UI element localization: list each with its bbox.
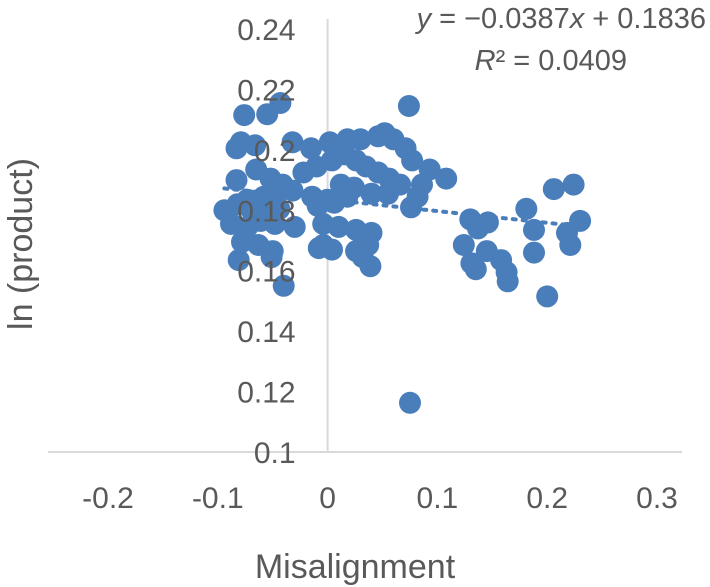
data-point bbox=[476, 211, 499, 234]
tick-labels: 0.10.120.140.160.180.20.220.24-0.2 -0.1 0 0… bbox=[82, 14, 678, 515]
data-point bbox=[452, 234, 475, 256]
data-point bbox=[269, 92, 292, 114]
data-point bbox=[349, 128, 372, 151]
data-point bbox=[336, 185, 359, 208]
equation-x-var: x bbox=[568, 3, 586, 35]
trendline-equation: y = −0.0387x + 0.1836 bbox=[415, 3, 706, 35]
data-point bbox=[400, 196, 422, 219]
y-tick-label: 0.18 bbox=[237, 195, 295, 228]
data-point bbox=[281, 131, 304, 154]
data-point bbox=[327, 215, 350, 238]
y-tick-label: 0.12 bbox=[237, 377, 295, 410]
data-point bbox=[281, 179, 304, 202]
data-point bbox=[263, 212, 286, 235]
data-point bbox=[272, 274, 295, 297]
x-tick-label: -0.2 bbox=[82, 482, 134, 515]
x-tick-label: 0 bbox=[319, 482, 336, 515]
r-squared-var: R bbox=[475, 45, 496, 77]
x-axis-title: Misalignment bbox=[255, 548, 456, 586]
data-point bbox=[515, 197, 538, 220]
data-point bbox=[542, 178, 565, 201]
data-point bbox=[300, 137, 323, 160]
x-tick-label: 0.1 bbox=[417, 482, 459, 515]
x-tick-label: -0.1 bbox=[192, 482, 244, 515]
data-point bbox=[231, 231, 253, 253]
y-tick-label: 0.14 bbox=[237, 316, 295, 349]
equation-slope: = −0.0387 bbox=[431, 3, 570, 35]
y-tick-label: 0.16 bbox=[237, 256, 295, 289]
data-point bbox=[225, 137, 248, 160]
data-point bbox=[351, 246, 374, 269]
y-tick-label: 0.1 bbox=[254, 437, 296, 470]
data-point bbox=[283, 215, 306, 238]
data-point bbox=[435, 167, 458, 190]
data-points bbox=[213, 92, 592, 414]
data-point bbox=[227, 249, 250, 272]
y-tick-label: 0.2 bbox=[254, 135, 296, 168]
data-point bbox=[318, 131, 341, 154]
data-point bbox=[233, 104, 256, 127]
y-tick-label: 0.22 bbox=[237, 74, 295, 107]
data-point bbox=[464, 258, 487, 281]
data-point bbox=[559, 234, 582, 256]
x-tick-label: 0.3 bbox=[636, 482, 678, 515]
data-point bbox=[244, 134, 267, 157]
data-point bbox=[260, 246, 283, 269]
data-point bbox=[399, 391, 421, 414]
data-point bbox=[523, 218, 545, 241]
x-tick-label: 0.2 bbox=[526, 482, 568, 515]
data-point bbox=[523, 241, 545, 264]
y-tick-label: 0.24 bbox=[237, 14, 295, 47]
equation-intercept: + 0.1836 bbox=[584, 3, 706, 35]
data-point bbox=[377, 182, 399, 205]
r-squared-value: ² = 0.0409 bbox=[496, 45, 627, 77]
r-squared-label: R² = 0.0409 bbox=[475, 45, 627, 77]
equation-y-var: y bbox=[415, 3, 433, 35]
data-point bbox=[360, 182, 383, 205]
data-point bbox=[562, 173, 585, 196]
data-point bbox=[220, 212, 242, 235]
data-point bbox=[397, 95, 420, 117]
data-point bbox=[401, 149, 424, 172]
data-point bbox=[536, 285, 559, 308]
data-point bbox=[306, 194, 329, 217]
data-point bbox=[225, 169, 248, 192]
data-point bbox=[312, 234, 335, 256]
y-axis-title: ln (product) bbox=[2, 158, 40, 330]
data-point bbox=[495, 261, 518, 284]
